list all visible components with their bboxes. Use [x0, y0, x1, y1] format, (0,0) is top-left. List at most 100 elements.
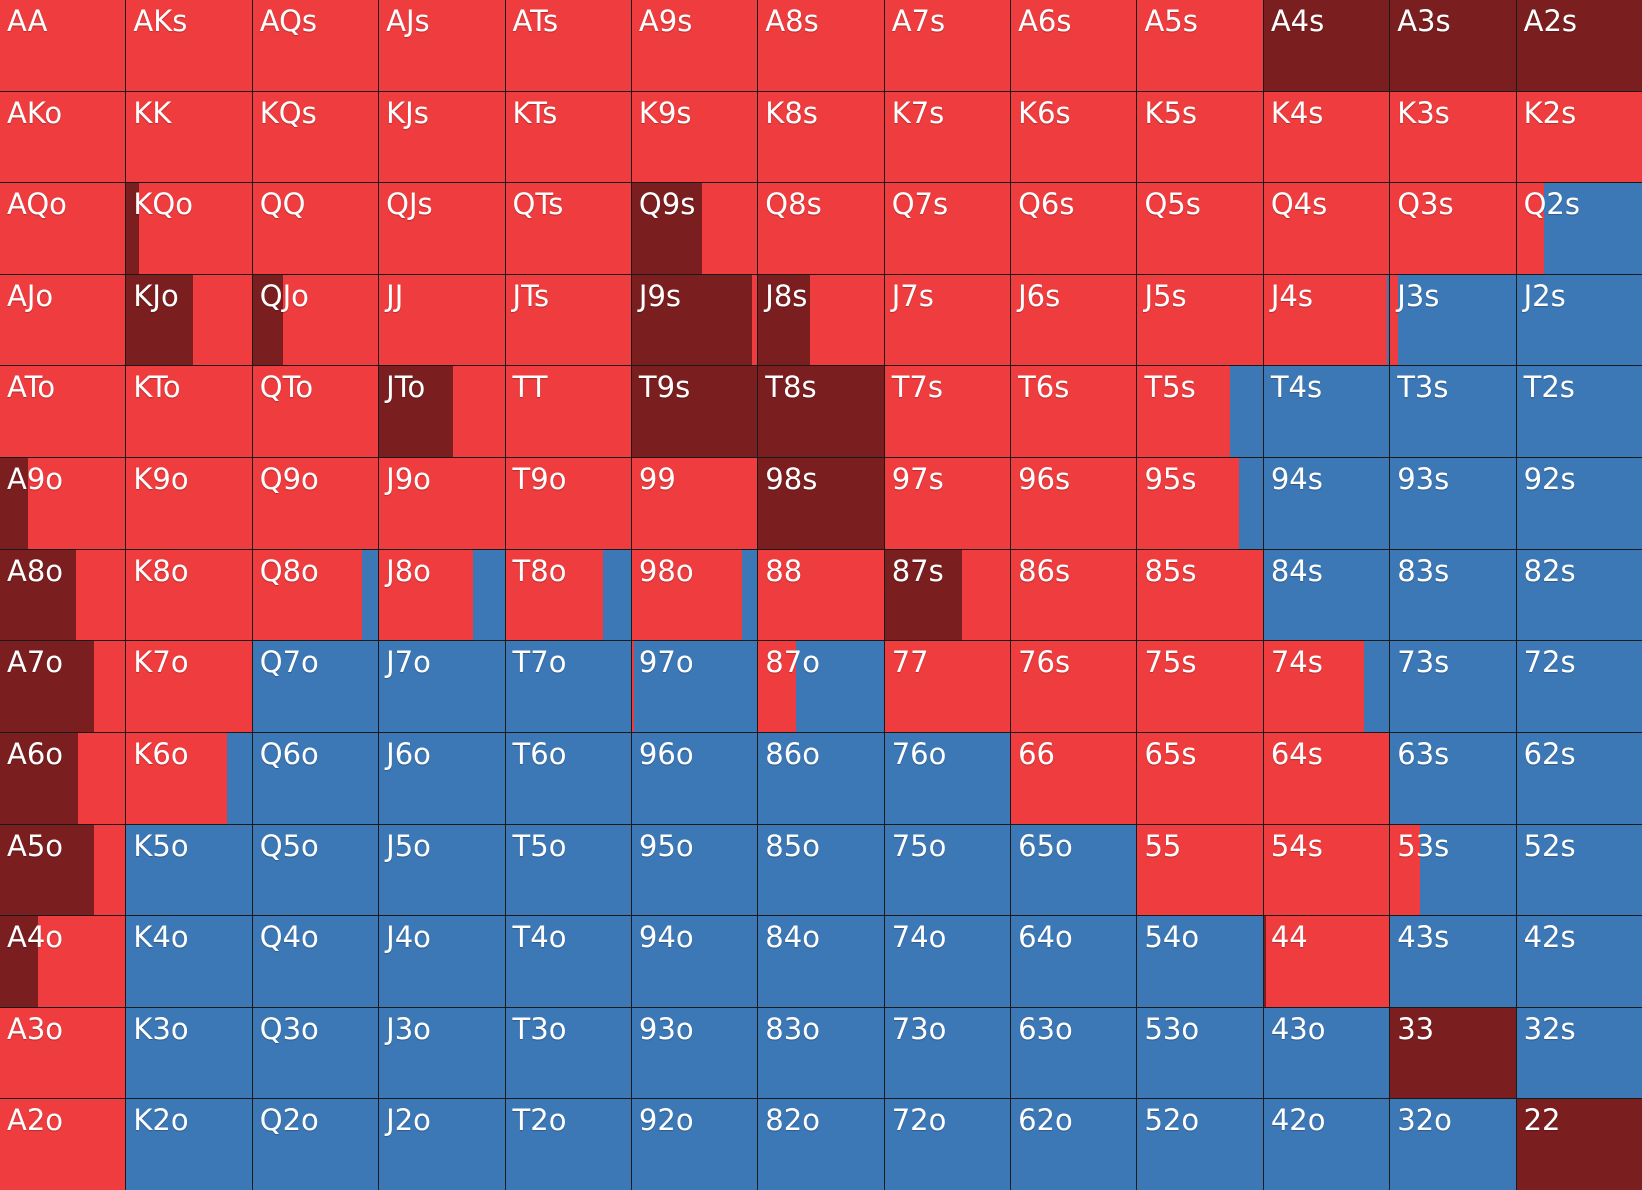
- hand-cell[interactable]: T6o: [505, 732, 631, 824]
- hand-cell[interactable]: A3o: [0, 1007, 126, 1099]
- hand-cell[interactable]: K8s: [758, 91, 884, 183]
- hand-cell[interactable]: 93s: [1390, 458, 1516, 549]
- hand-cell[interactable]: 77: [884, 641, 1011, 732]
- hand-cell[interactable]: T7o: [505, 641, 631, 732]
- hand-cell[interactable]: ATs: [505, 0, 631, 91]
- hand-cell[interactable]: 97s: [884, 458, 1011, 549]
- hand-cell[interactable]: 55: [1137, 824, 1263, 916]
- hand-cell[interactable]: Q4o: [252, 916, 379, 1007]
- hand-cell[interactable]: QJo: [252, 274, 379, 366]
- hand-cell[interactable]: 32o: [1390, 1099, 1516, 1190]
- hand-cell[interactable]: K7s: [884, 91, 1011, 183]
- hand-cell[interactable]: A8o: [0, 549, 126, 641]
- hand-cell[interactable]: J7o: [379, 641, 505, 732]
- hand-cell[interactable]: A2s: [1516, 0, 1642, 91]
- hand-cell[interactable]: 63o: [1011, 1007, 1137, 1099]
- hand-cell[interactable]: Q6s: [1011, 183, 1137, 274]
- hand-cell[interactable]: K9o: [126, 458, 252, 549]
- hand-cell[interactable]: Q7s: [884, 183, 1011, 274]
- hand-cell[interactable]: Q6o: [252, 732, 379, 824]
- hand-cell[interactable]: A9s: [631, 0, 758, 91]
- hand-cell[interactable]: KQs: [252, 91, 379, 183]
- hand-cell[interactable]: J6o: [379, 732, 505, 824]
- hand-cell[interactable]: 54o: [1137, 916, 1263, 1007]
- hand-cell[interactable]: T2s: [1516, 366, 1642, 458]
- hand-cell[interactable]: 87s: [884, 549, 1011, 641]
- hand-cell[interactable]: 76o: [884, 732, 1011, 824]
- hand-cell[interactable]: 94o: [631, 916, 758, 1007]
- hand-cell[interactable]: 94s: [1263, 458, 1390, 549]
- hand-cell[interactable]: A8s: [758, 0, 884, 91]
- hand-cell[interactable]: T2o: [505, 1099, 631, 1190]
- hand-cell[interactable]: Q8o: [252, 549, 379, 641]
- hand-cell[interactable]: 85s: [1137, 549, 1263, 641]
- hand-cell[interactable]: 92o: [631, 1099, 758, 1190]
- hand-cell[interactable]: 82s: [1516, 549, 1642, 641]
- hand-cell[interactable]: J5s: [1137, 274, 1263, 366]
- hand-cell[interactable]: A7o: [0, 641, 126, 732]
- hand-cell[interactable]: T9s: [631, 366, 758, 458]
- hand-cell[interactable]: 44: [1263, 916, 1390, 1007]
- hand-cell[interactable]: 85o: [758, 824, 884, 916]
- hand-cell[interactable]: Q5o: [252, 824, 379, 916]
- hand-cell[interactable]: 86o: [758, 732, 884, 824]
- hand-cell[interactable]: 86s: [1011, 549, 1137, 641]
- hand-cell[interactable]: 84s: [1263, 549, 1390, 641]
- hand-cell[interactable]: 65s: [1137, 732, 1263, 824]
- hand-cell[interactable]: K3s: [1390, 91, 1516, 183]
- hand-cell[interactable]: J8o: [379, 549, 505, 641]
- hand-cell[interactable]: AJs: [379, 0, 505, 91]
- hand-cell[interactable]: A5o: [0, 824, 126, 916]
- hand-cell[interactable]: AA: [0, 0, 126, 91]
- hand-cell[interactable]: 54s: [1263, 824, 1390, 916]
- hand-cell[interactable]: 53o: [1137, 1007, 1263, 1099]
- hand-cell[interactable]: 84o: [758, 916, 884, 1007]
- hand-cell[interactable]: T3s: [1390, 366, 1516, 458]
- hand-cell[interactable]: 62o: [1011, 1099, 1137, 1190]
- hand-cell[interactable]: 22: [1516, 1099, 1642, 1190]
- hand-cell[interactable]: 65o: [1011, 824, 1137, 916]
- hand-cell[interactable]: KK: [126, 91, 252, 183]
- hand-cell[interactable]: K5s: [1137, 91, 1263, 183]
- hand-cell[interactable]: K6o: [126, 732, 252, 824]
- hand-cell[interactable]: 98o: [631, 549, 758, 641]
- hand-cell[interactable]: K3o: [126, 1007, 252, 1099]
- hand-cell[interactable]: QQ: [252, 183, 379, 274]
- hand-cell[interactable]: 33: [1390, 1007, 1516, 1099]
- hand-cell[interactable]: J2s: [1516, 274, 1642, 366]
- hand-cell[interactable]: 43o: [1263, 1007, 1390, 1099]
- hand-cell[interactable]: T8o: [505, 549, 631, 641]
- hand-cell[interactable]: 76s: [1011, 641, 1137, 732]
- hand-cell[interactable]: 75s: [1137, 641, 1263, 732]
- hand-cell[interactable]: Q3s: [1390, 183, 1516, 274]
- hand-cell[interactable]: 32s: [1516, 1007, 1642, 1099]
- hand-cell[interactable]: AKo: [0, 91, 126, 183]
- hand-cell[interactable]: 72s: [1516, 641, 1642, 732]
- hand-cell[interactable]: JTo: [379, 366, 505, 458]
- hand-cell[interactable]: T3o: [505, 1007, 631, 1099]
- hand-cell[interactable]: Q3o: [252, 1007, 379, 1099]
- hand-cell[interactable]: KJo: [126, 274, 252, 366]
- hand-cell[interactable]: Q4s: [1263, 183, 1390, 274]
- hand-cell[interactable]: JJ: [379, 274, 505, 366]
- hand-cell[interactable]: 53s: [1390, 824, 1516, 916]
- hand-cell[interactable]: Q9o: [252, 458, 379, 549]
- hand-cell[interactable]: A4s: [1263, 0, 1390, 91]
- hand-cell[interactable]: K2s: [1516, 91, 1642, 183]
- hand-cell[interactable]: J2o: [379, 1099, 505, 1190]
- hand-cell[interactable]: 83s: [1390, 549, 1516, 641]
- hand-cell[interactable]: 42o: [1263, 1099, 1390, 1190]
- hand-cell[interactable]: A5s: [1137, 0, 1263, 91]
- hand-cell[interactable]: Q9s: [631, 183, 758, 274]
- hand-cell[interactable]: 82o: [758, 1099, 884, 1190]
- hand-cell[interactable]: JTs: [505, 274, 631, 366]
- hand-cell[interactable]: 52o: [1137, 1099, 1263, 1190]
- hand-cell[interactable]: K8o: [126, 549, 252, 641]
- hand-cell[interactable]: K2o: [126, 1099, 252, 1190]
- hand-cell[interactable]: J8s: [758, 274, 884, 366]
- hand-cell[interactable]: 52s: [1516, 824, 1642, 916]
- hand-cell[interactable]: 83o: [758, 1007, 884, 1099]
- hand-cell[interactable]: J9o: [379, 458, 505, 549]
- hand-cell[interactable]: 87o: [758, 641, 884, 732]
- hand-cell[interactable]: J5o: [379, 824, 505, 916]
